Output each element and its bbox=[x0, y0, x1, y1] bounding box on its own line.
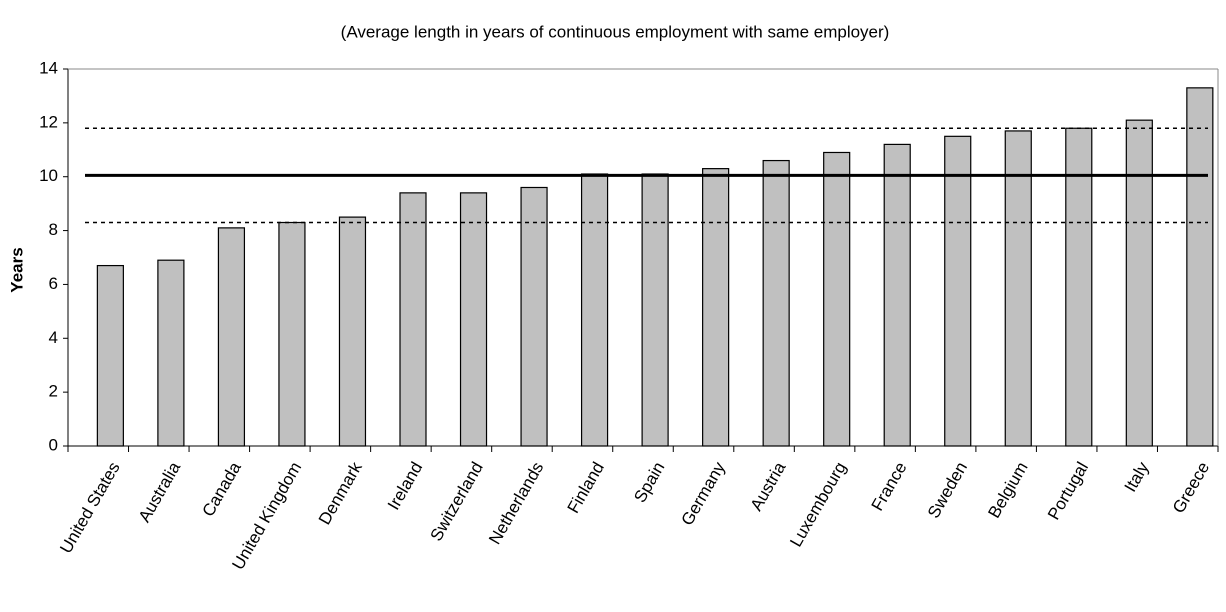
x-tick-label: Spain bbox=[630, 459, 668, 506]
bar bbox=[1186, 87, 1214, 447]
bar bbox=[459, 192, 488, 447]
x-tick-label: France bbox=[868, 459, 911, 514]
bar bbox=[823, 151, 851, 447]
y-tick-label: 8 bbox=[49, 220, 58, 239]
x-tick-label: Greece bbox=[1169, 459, 1213, 517]
bar bbox=[157, 259, 185, 447]
bar bbox=[278, 221, 306, 447]
y-axis-label: Years bbox=[7, 247, 26, 292]
bar bbox=[702, 168, 730, 447]
x-tick-label: Ireland bbox=[384, 459, 426, 514]
y-tick-label: 4 bbox=[49, 328, 58, 347]
bar bbox=[1004, 130, 1032, 447]
bar bbox=[762, 159, 790, 447]
x-tick-label: Luxembourg bbox=[786, 459, 850, 550]
bar bbox=[1125, 119, 1153, 447]
x-tick-label: Finland bbox=[564, 459, 608, 517]
y-tick-label: 10 bbox=[39, 166, 58, 185]
x-tick-label: Sweden bbox=[924, 459, 971, 522]
x-tick-label: Austria bbox=[747, 458, 790, 514]
x-tick-label: Germany bbox=[678, 458, 730, 528]
x-tick-label: United States bbox=[56, 459, 123, 557]
bar bbox=[883, 143, 911, 447]
bar bbox=[944, 135, 972, 447]
x-tick-label: Italy bbox=[1121, 458, 1153, 495]
y-tick-label: 2 bbox=[49, 382, 58, 401]
x-tick-label: Portugal bbox=[1044, 459, 1092, 523]
x-tick-label: Australia bbox=[135, 458, 185, 525]
x-tick-label: Canada bbox=[199, 458, 246, 520]
y-tick-label: 0 bbox=[49, 435, 58, 454]
x-tick-label: Belgium bbox=[984, 459, 1031, 522]
chart-subtitle: (Average length in years of continuous e… bbox=[341, 22, 890, 41]
x-tick-label: Denmark bbox=[315, 458, 366, 528]
bar bbox=[399, 192, 427, 447]
y-tick-label: 12 bbox=[39, 112, 58, 131]
y-tick-label: 6 bbox=[49, 274, 58, 293]
x-tick-label: Switzerland bbox=[426, 459, 486, 545]
y-tick-label: 14 bbox=[39, 58, 58, 77]
bar bbox=[520, 186, 548, 447]
bar bbox=[338, 216, 367, 447]
bar bbox=[96, 264, 124, 447]
bar bbox=[217, 227, 246, 447]
x-tick-label: Netherlands bbox=[485, 459, 547, 548]
bar bbox=[641, 173, 669, 447]
bar bbox=[580, 173, 609, 447]
